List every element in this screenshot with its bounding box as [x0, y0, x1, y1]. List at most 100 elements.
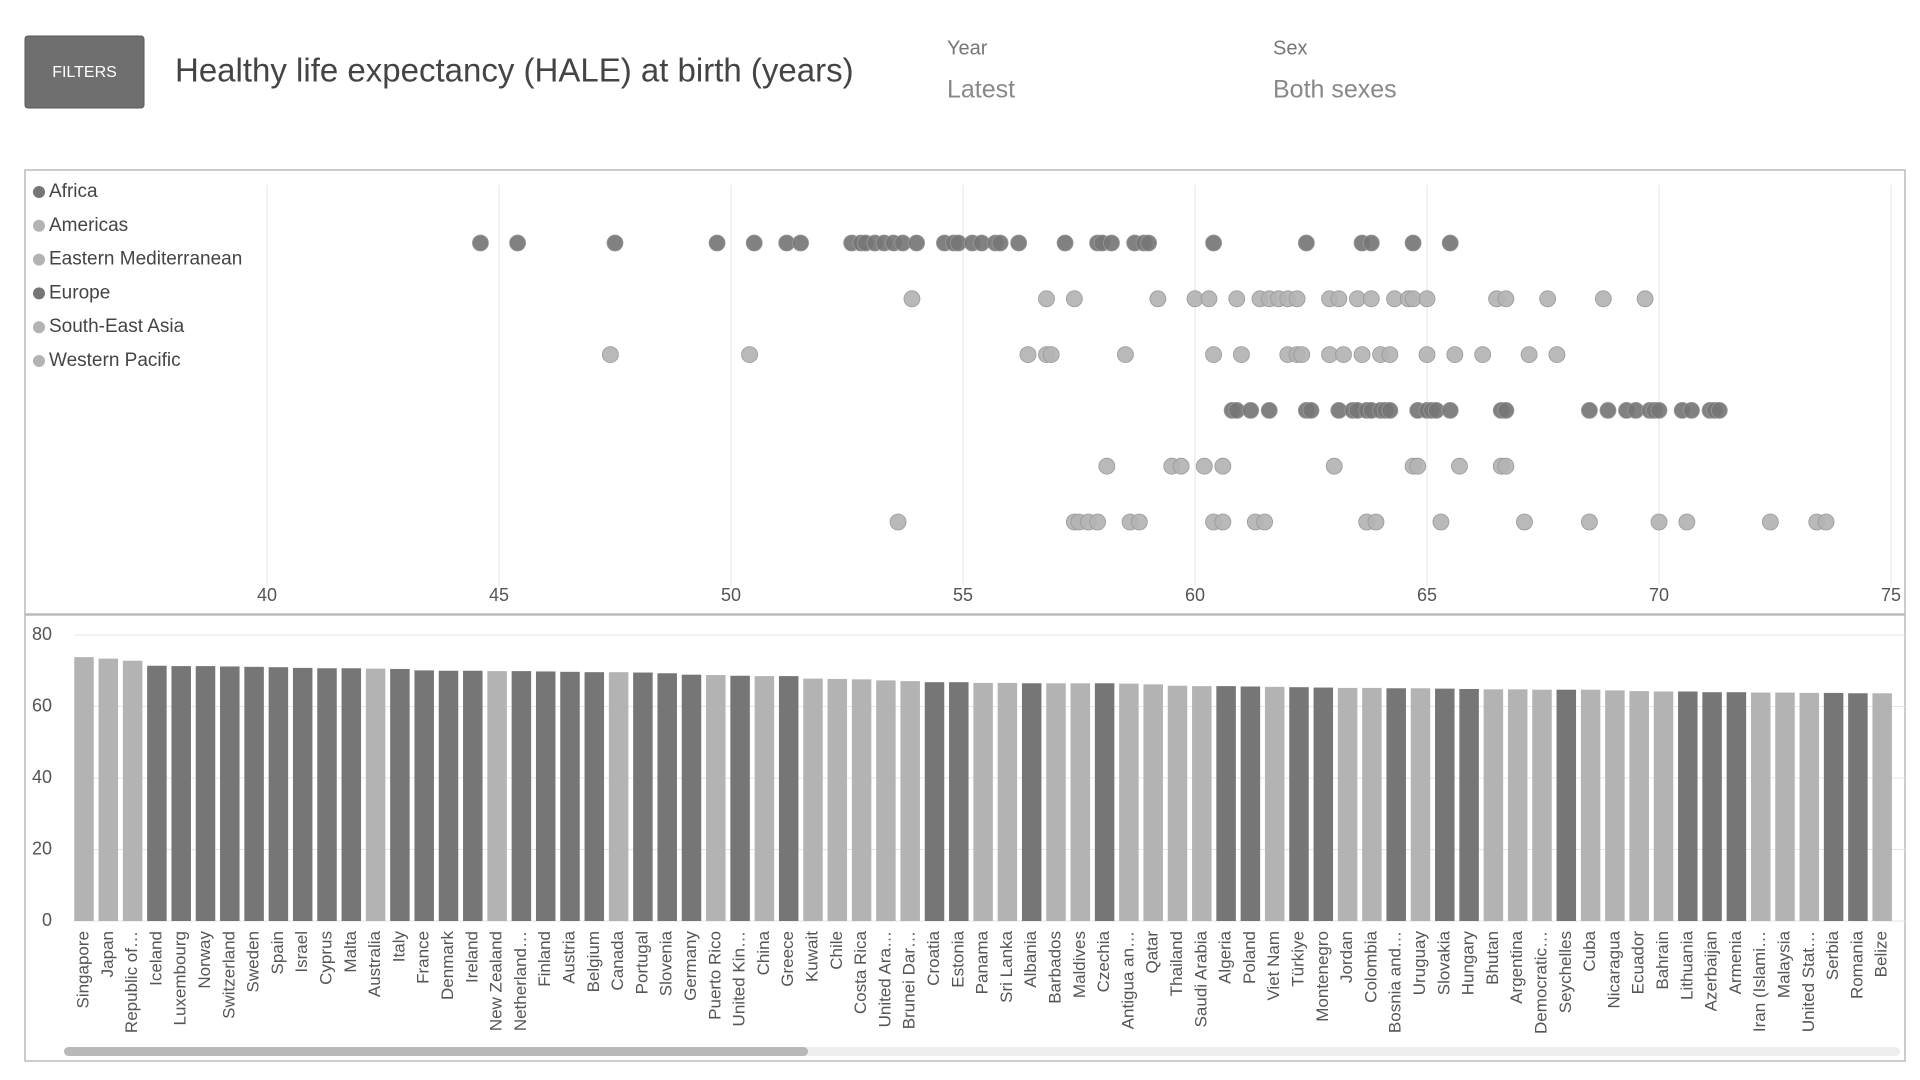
dot — [1130, 513, 1148, 531]
dot — [1520, 346, 1538, 364]
bar — [924, 682, 945, 921]
bar — [1070, 683, 1091, 921]
dot — [1418, 346, 1436, 364]
bar — [778, 676, 799, 921]
x-tick-label: 75 — [1881, 585, 1901, 605]
x-tick-label: Uruguay — [1410, 931, 1429, 996]
dot — [1297, 234, 1315, 252]
filter-label: Year — [947, 37, 988, 59]
x-tick-label: United Ara… — [875, 931, 894, 1027]
x-tick-label: 70 — [1649, 585, 1669, 605]
scrollbar-thumb[interactable] — [64, 1047, 808, 1056]
x-tick-label: France — [414, 931, 433, 984]
legend-label: Europe — [49, 282, 110, 303]
dot — [601, 346, 619, 364]
x-tick-label: Democratic… — [1531, 931, 1550, 1034]
bar — [244, 666, 264, 921]
bar — [997, 682, 1018, 921]
dot — [1432, 513, 1450, 531]
legend-swatch — [33, 219, 45, 232]
x-tick-label: Bosnia and… — [1386, 931, 1405, 1033]
bar — [608, 672, 629, 921]
dot — [1581, 513, 1598, 531]
x-tick-label: Bhutan — [1483, 931, 1502, 985]
bar — [1605, 690, 1625, 921]
x-tick-label: Cyprus — [316, 931, 335, 985]
bar — [1580, 689, 1601, 921]
dot — [1497, 401, 1515, 419]
bar — [1386, 688, 1406, 921]
dot — [1353, 346, 1371, 364]
button-background[interactable] — [24, 35, 145, 109]
dot — [792, 234, 809, 252]
bar — [1702, 692, 1722, 921]
bar — [1848, 693, 1868, 921]
bar — [584, 672, 605, 921]
x-tick-label: Croatia — [924, 930, 943, 985]
x-tick-label: Chile — [827, 931, 846, 970]
dot — [1683, 401, 1700, 419]
bar — [827, 678, 848, 921]
dot — [1256, 513, 1273, 531]
x-tick-label: Costa Rica — [851, 930, 870, 1014]
y-tick-label: 80 — [32, 624, 52, 644]
y-tick-label: 0 — [42, 910, 52, 930]
dot — [1335, 346, 1352, 364]
dot — [1446, 346, 1464, 364]
dot — [1205, 234, 1222, 252]
dot — [1441, 401, 1459, 419]
bar — [1799, 692, 1820, 921]
x-tick-label: 60 — [1185, 585, 1205, 605]
bar — [1362, 687, 1382, 921]
button-label[interactable]: FILTERS — [52, 64, 117, 81]
x-tick-label: Malaysia — [1774, 930, 1793, 998]
x-tick-label: Luxembourg — [171, 931, 190, 1026]
strip-panel — [24, 169, 1906, 615]
x-tick-label: Kuwait — [802, 931, 821, 982]
dot — [1302, 401, 1320, 419]
dot — [1497, 457, 1515, 475]
x-tick-label: Cuba — [1580, 930, 1599, 971]
dot — [1200, 290, 1218, 308]
x-tick-label: Switzerland — [219, 931, 238, 1019]
dot — [1214, 513, 1232, 531]
x-tick-label: United Stat… — [1799, 931, 1818, 1032]
dot — [1381, 346, 1399, 364]
x-tick-label: United Kin… — [730, 931, 749, 1026]
filters-button[interactable]: FILTERS — [24, 35, 145, 109]
y-tick-label: 60 — [32, 695, 52, 715]
bar — [1750, 692, 1771, 921]
bar — [973, 682, 993, 921]
dot — [1242, 401, 1260, 419]
x-tick-label: Singapore — [73, 931, 92, 1009]
x-tick-label: Greece — [778, 931, 797, 987]
dot — [1065, 290, 1083, 308]
x-tick-label: Antigua an… — [1118, 931, 1137, 1029]
year-filter[interactable]: Year Latest — [947, 37, 1015, 103]
bar — [633, 672, 653, 921]
bar — [98, 658, 119, 921]
filter-value[interactable]: Latest — [947, 76, 1015, 104]
x-tick-label: Finland — [535, 931, 554, 987]
dot — [1761, 513, 1779, 531]
dot — [708, 234, 726, 252]
dot — [889, 513, 907, 531]
bar — [147, 665, 167, 921]
page-title: Healthy life expectancy (HALE) at birth … — [175, 52, 854, 89]
bar — [535, 671, 556, 921]
x-tick-label: Bahrain — [1653, 931, 1672, 990]
dot — [1172, 457, 1190, 475]
bar — [1021, 683, 1042, 921]
y-tick-label: 20 — [32, 838, 52, 858]
bar — [657, 673, 677, 921]
filter-value[interactable]: Both sexes — [1273, 76, 1397, 104]
dot — [908, 234, 925, 252]
legend-swatch — [33, 287, 45, 300]
x-tick-label: Barbados — [1045, 931, 1064, 1004]
x-tick-label: 55 — [953, 585, 973, 605]
x-tick-label: 50 — [721, 585, 741, 605]
x-tick-label: Poland — [1240, 931, 1259, 984]
dot — [606, 234, 624, 252]
bar — [1507, 689, 1528, 921]
sex-filter[interactable]: Sex Both sexes — [1273, 37, 1397, 103]
